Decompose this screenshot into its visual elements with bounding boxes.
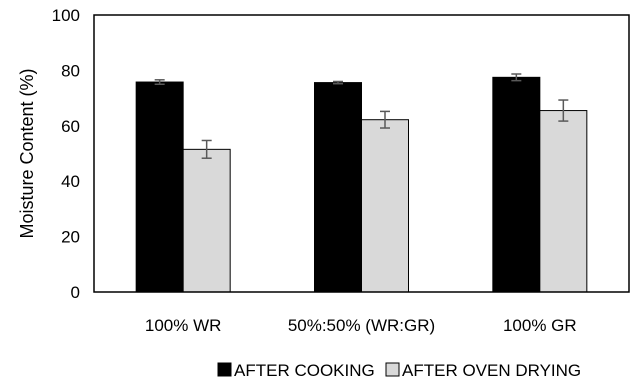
y-axis-ticks: 0 20 40 60 80 100 <box>52 6 80 302</box>
error-bar <box>511 73 522 82</box>
y-tick-label: 40 <box>61 172 80 191</box>
legend-label: AFTER OVEN DRYING <box>402 361 581 380</box>
y-tick-label: 100 <box>52 6 80 25</box>
plot-area-frame <box>93 14 630 293</box>
y-tick-label: 0 <box>71 283 80 302</box>
error-bar <box>558 99 569 122</box>
bar-after-cooking <box>314 82 362 293</box>
legend-swatch <box>385 362 400 377</box>
x-axis-ticks: 100% WR 50%:50% (WR:GR) 100% GR <box>145 316 577 335</box>
x-tick-label: 50%:50% (WR:GR) <box>288 316 435 335</box>
legend: AFTER COOKING AFTER OVEN DRYING <box>217 361 581 380</box>
y-tick-label: 80 <box>61 61 80 80</box>
x-tick-label: 100% WR <box>145 316 222 335</box>
legend-item: AFTER OVEN DRYING <box>385 361 581 380</box>
x-tick-label: 100% GR <box>503 316 577 335</box>
bar-after-oven-drying <box>539 110 588 293</box>
y-axis-label: Moisture Content (%) <box>17 68 37 238</box>
error-bar <box>380 110 390 129</box>
y-tick-label: 60 <box>61 117 80 136</box>
bars <box>135 76 588 293</box>
bar-after-oven-drying <box>182 148 231 293</box>
legend-swatch <box>217 362 232 377</box>
legend-item: AFTER COOKING <box>217 361 375 380</box>
error-bar <box>201 139 212 159</box>
error-bars <box>154 73 569 159</box>
y-tick-label: 20 <box>61 228 80 247</box>
error-bar <box>154 79 165 85</box>
bar-after-cooking <box>135 81 184 293</box>
bar-after-cooking <box>492 76 541 293</box>
error-bar <box>333 80 343 85</box>
legend-label: AFTER COOKING <box>234 361 375 380</box>
bar-after-oven-drying <box>361 119 409 293</box>
